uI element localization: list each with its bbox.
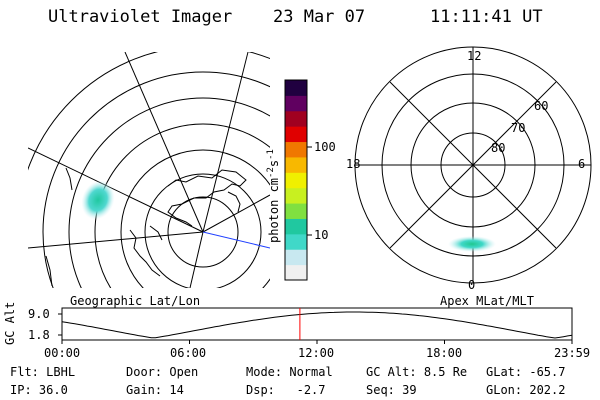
colorbar-cell xyxy=(285,249,307,266)
colorbar-cell xyxy=(285,172,307,189)
xtick-label-0600: 06:00 xyxy=(170,346,207,360)
colorbar-cell xyxy=(285,218,307,235)
colorbar-cell xyxy=(285,126,307,143)
seq-info: Seq: 39 xyxy=(366,383,417,397)
xtick-label-1200: 12:00 xyxy=(298,346,335,360)
xtick-label-1800: 18:00 xyxy=(426,346,463,360)
colorbar-cell xyxy=(285,187,307,204)
colorbar-cells xyxy=(285,80,307,281)
altitude-plot xyxy=(58,307,573,344)
gain-info: Gain: 14 xyxy=(126,383,184,397)
flt-info: Flt: LBHL xyxy=(10,365,76,379)
time-label: 11:11:41 UT xyxy=(430,7,543,27)
xtick-label-2359: 23:59 xyxy=(554,346,591,360)
glon-info: GLon: 202.2 xyxy=(486,383,566,397)
apex-panel-label: Apex MLat/MLT xyxy=(440,294,534,308)
mode-info: Mode: Normal xyxy=(246,365,333,379)
door-info: Door: Open xyxy=(126,365,199,379)
geographic-panel-label: Geographic Lat/Lon xyxy=(70,294,201,308)
glat-info: GLat: -65.7 xyxy=(486,365,566,379)
ytick-label-9: 9.0 xyxy=(28,307,50,321)
mlt-label-0: 0 xyxy=(468,278,476,292)
x-ticks xyxy=(61,340,573,344)
mlt-label-6: 6 xyxy=(578,157,586,171)
latitude-circles xyxy=(28,52,270,288)
dsp-info: Dsp: -2.7 xyxy=(246,383,326,397)
colorbar-cell xyxy=(285,95,307,112)
mlt-label-12: 12 xyxy=(467,49,482,63)
colorbar-cell xyxy=(285,110,307,127)
mlt-line-diag-2 xyxy=(389,81,557,249)
colorbar-cell xyxy=(285,141,307,158)
colorbar-frame xyxy=(284,79,308,281)
colorbar-cell xyxy=(285,80,307,96)
altitude-curve xyxy=(61,311,573,339)
ytick-label-1.8: 1.8 xyxy=(28,328,50,342)
mlat-label-80: 80 xyxy=(491,141,506,155)
colorbar-cell xyxy=(285,203,307,219)
terminator-line xyxy=(202,231,270,249)
altitude-ylabel: GC Alt xyxy=(3,301,17,345)
instrument-title: Ultraviolet Imager xyxy=(48,7,233,27)
coastlines xyxy=(45,167,247,287)
xtick-label-0000: 00:00 xyxy=(44,346,81,360)
gcalt-info: GC Alt: 8.5 Re xyxy=(366,365,468,379)
mlat-label-70: 70 xyxy=(511,121,526,135)
aurora-emission-right xyxy=(448,236,496,252)
colorbar-cell xyxy=(285,233,307,250)
colorbar-cell xyxy=(285,264,307,281)
aurora-emission-left xyxy=(75,175,121,225)
colorbar-unit-label: photon cm-2s-1 xyxy=(266,149,281,243)
colorbar-label-100: 100 xyxy=(314,140,336,154)
colorbar-cell xyxy=(285,156,307,173)
mlat-label-60: 60 xyxy=(534,99,549,113)
ip-info: IP: 36.0 xyxy=(10,383,68,397)
colorbar xyxy=(284,79,312,281)
mlt-label-18: 18 xyxy=(346,157,361,171)
colorbar-label-10: 10 xyxy=(314,228,329,242)
date-label: 23 Mar 07 xyxy=(273,7,366,27)
